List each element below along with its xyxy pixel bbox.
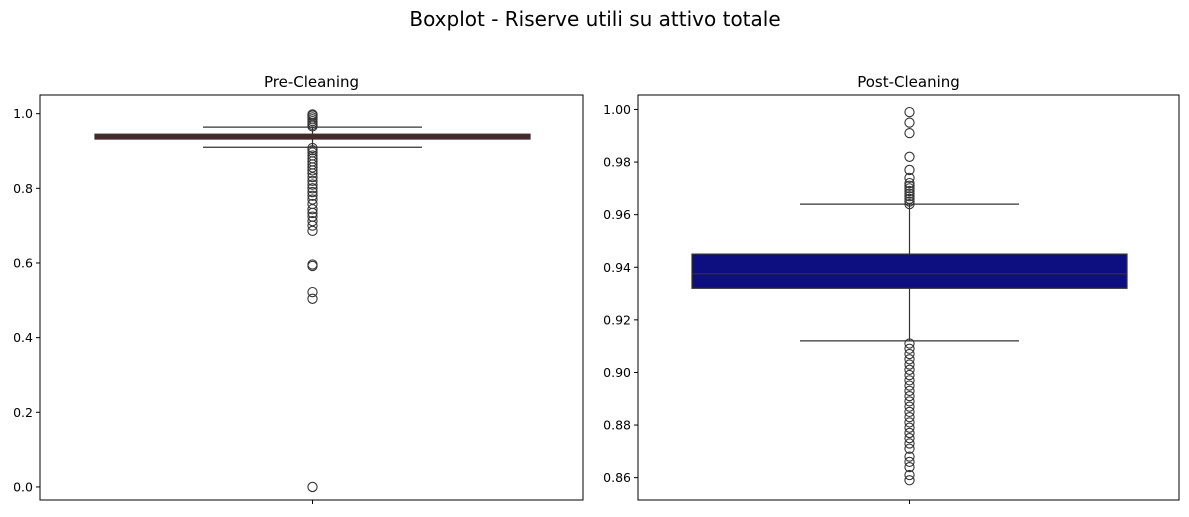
post-cleaning-outlier: [904, 396, 915, 407]
post-cleaning-outlier: [904, 117, 915, 128]
pre-cleaning-outlier: [307, 153, 318, 164]
pre-cleaning-outlier: [307, 142, 318, 154]
post-cleaning-y-tick-label: 0.94: [603, 260, 631, 275]
post-cleaning-y-tick-label: 0.92: [603, 312, 631, 327]
post-cleaning-outlier: [904, 198, 915, 210]
post-cleaning-outlier: [904, 193, 915, 205]
post-cleaning-outlier: [904, 172, 915, 183]
pre-cleaning-y-tick-label: 0.4: [13, 330, 33, 345]
post-cleaning-outlier: [904, 433, 915, 444]
post-cleaning-outlier: [904, 183, 915, 194]
pre-cleaning-outlier: [307, 216, 318, 227]
post-cleaning-y-tick-label: 0.90: [603, 365, 631, 380]
post-cleaning-outlier: [904, 185, 915, 197]
post-cleaning-outlier: [904, 443, 915, 454]
post-cleaning-outlier: [904, 348, 915, 360]
pre-cleaning-outlier: [307, 150, 318, 161]
post-cleaning-outlier: [904, 177, 915, 189]
post-cleaning-outlier: [904, 354, 915, 365]
post-cleaning-outlier: [904, 401, 915, 412]
pre-cleaning-title: Pre-Cleaning: [264, 73, 359, 91]
post-cleaning-outlier: [904, 188, 915, 199]
post-cleaning-outlier: [904, 412, 915, 423]
post-cleaning-outlier: [904, 417, 915, 428]
pre-cleaning-outlier: [307, 175, 318, 187]
pre-cleaning-outlier: [307, 225, 318, 237]
post-cleaning-outlier: [904, 343, 915, 354]
pre-cleaning-outlier: [307, 286, 318, 298]
post-cleaning-panel: Post-Cleaning 0.86 0.88 0.90 0.92 0.94 0.96 0.…: [603, 73, 1180, 504]
pre-cleaning-outlier: [307, 109, 318, 120]
pre-cleaning-outlier: [307, 198, 318, 210]
post-cleaning-outlier: [904, 385, 915, 397]
post-cleaning-outlier: [904, 106, 915, 118]
post-cleaning-outlier: [904, 380, 915, 391]
post-cleaning-outlier: [904, 191, 915, 202]
pre-cleaning-outlier: [307, 190, 318, 201]
post-cleaning-outlier: [904, 164, 915, 176]
post-cleaning-outlier: [904, 469, 915, 481]
post-cleaning-outlier: [904, 456, 915, 468]
post-cleaning-outlier: [904, 375, 915, 386]
post-cleaning-outlier: [904, 475, 915, 486]
post-cleaning-box: [691, 253, 1128, 289]
pre-cleaning-outlier: [307, 183, 318, 194]
post-cleaning-y-tick-label: 0.98: [603, 155, 631, 170]
post-cleaning-outlier: [904, 180, 915, 191]
pre-cleaning-y-tick-label: 1.0: [13, 106, 33, 121]
pre-cleaning-outlier: [307, 481, 318, 493]
pre-cleaning-outlier: [307, 259, 318, 270]
post-cleaning-outlier: [904, 427, 915, 439]
post-cleaning-y-tick-label: 0.96: [603, 207, 631, 222]
post-cleaning-axes-frame: [637, 94, 1180, 501]
post-cleaning-outlier: [904, 364, 915, 375]
post-cleaning-outlier: [904, 151, 915, 162]
post-cleaning-outlier: [904, 196, 915, 207]
post-cleaning-outlier: [904, 369, 915, 381]
pre-cleaning-y-tick-label: 0.0: [13, 479, 33, 494]
pre-cleaning-axes-frame: [39, 94, 584, 501]
post-cleaning-title: Post-Cleaning: [857, 73, 960, 91]
pre-cleaning-panel: Pre-Cleaning 0.0 0.2 0.4 0.6 0.8 1.0: [13, 73, 584, 504]
pre-cleaning-outlier: [307, 186, 318, 198]
pre-cleaning-y-tick-label: 0.2: [13, 405, 33, 420]
pre-cleaning-outlier: [307, 211, 318, 222]
pre-cleaning-outlier: [307, 293, 318, 304]
pre-cleaning-y-tick-label: 0.6: [13, 255, 33, 270]
figure-title: Boxplot - Riserve utili su attivo totale: [409, 7, 780, 31]
post-cleaning-outlier: [904, 422, 915, 433]
post-cleaning-outlier: [904, 461, 915, 473]
post-cleaning-y-tick-label: 0.88: [603, 418, 631, 433]
pre-cleaning-outlier: [307, 179, 318, 190]
post-cleaning-outlier: [904, 127, 915, 139]
pre-cleaning-y-tick-label: 0.8: [13, 181, 33, 196]
post-cleaning-outlier: [904, 451, 915, 462]
post-cleaning-outlier: [904, 438, 915, 449]
pre-cleaning-outlier: [307, 194, 318, 205]
post-cleaning-y-tick-label: 1.00: [603, 102, 631, 117]
post-cleaning-outlier: [904, 390, 915, 402]
post-cleaning-outlier: [904, 359, 915, 370]
post-cleaning-y-tick-label: 0.86: [603, 470, 631, 485]
post-cleaning-outlier: [904, 406, 915, 418]
post-cleaning-outlier: [904, 338, 915, 349]
